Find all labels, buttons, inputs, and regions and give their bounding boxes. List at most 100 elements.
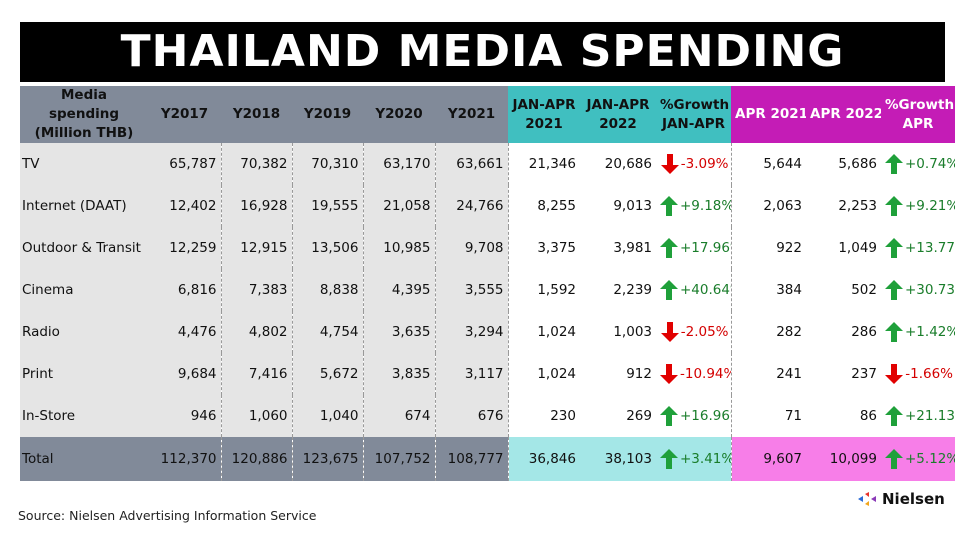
value-cell: 286 — [806, 311, 881, 353]
value-cell: 16,928 — [221, 185, 293, 227]
arrow-up-icon — [885, 322, 903, 342]
value-cell: 108,777 — [435, 437, 509, 481]
value-cell: 502 — [806, 269, 881, 311]
header-row: Media spending (Million THB) Y2017 Y2018… — [20, 86, 955, 143]
header-jan-apr-2022: JAN-APR 2022 — [580, 86, 656, 143]
value-cell: 63,661 — [435, 143, 509, 185]
growth-value: +17.96% — [680, 240, 730, 256]
value-cell: 10,985 — [363, 227, 436, 269]
growth-value: -3.09% — [680, 156, 729, 172]
table-row: Radio 4,476 4,802 4,754 3,635 3,294 1,024 1,003… — [20, 311, 955, 353]
growth-value: +21.13% — [905, 408, 955, 424]
media-name-cell: Radio — [20, 311, 148, 353]
arrow-up-icon — [660, 280, 678, 300]
value-cell: 1,592 — [508, 269, 580, 311]
value-cell: 9,708 — [435, 227, 509, 269]
value-cell: 1,024 — [508, 311, 580, 353]
value-cell: 282 — [731, 311, 806, 353]
growth-value: +9.21% — [905, 198, 955, 214]
arrow-down-icon — [660, 364, 678, 384]
arrow-up-icon — [885, 280, 903, 300]
value-cell: 3,981 — [580, 227, 656, 269]
arrow-up-icon — [660, 406, 678, 426]
value-cell: 10,099 — [806, 437, 881, 481]
value-cell: 5,672 — [292, 353, 364, 395]
value-cell: 4,802 — [221, 311, 293, 353]
value-cell: 120,886 — [221, 437, 293, 481]
value-cell: 112,370 — [148, 437, 222, 481]
header-y2020: Y2020 — [363, 86, 435, 143]
arrow-up-icon — [885, 154, 903, 174]
value-cell: 9,684 — [148, 353, 222, 395]
value-cell: 2,253 — [806, 185, 881, 227]
value-cell: 5,686 — [806, 143, 881, 185]
growth-jan-apr-cell: +9.18% — [656, 185, 732, 227]
value-cell: 13,506 — [292, 227, 364, 269]
value-cell: 65,787 — [148, 143, 222, 185]
media-name-cell: Total — [20, 437, 148, 481]
growth-value: +9.18% — [680, 198, 731, 214]
value-cell: 3,117 — [435, 353, 509, 395]
value-cell: 70,310 — [292, 143, 364, 185]
growth-jan-apr-cell: +16.96% — [656, 395, 732, 437]
value-cell: 8,255 — [508, 185, 580, 227]
growth-value: +40.64% — [680, 282, 730, 298]
value-cell: 86 — [806, 395, 881, 437]
growth-apr-cell: +30.73% — [881, 269, 955, 311]
value-cell: 19,555 — [292, 185, 364, 227]
header-media-spending: Media spending (Million THB) — [20, 86, 148, 143]
arrow-up-icon — [885, 449, 903, 469]
value-cell: 3,294 — [435, 311, 509, 353]
value-cell: 2,063 — [731, 185, 806, 227]
growth-value: +0.74% — [905, 156, 955, 172]
value-cell: 1,040 — [292, 395, 364, 437]
media-name-cell: TV — [20, 143, 148, 185]
value-cell: 912 — [580, 353, 656, 395]
table-row: Print 9,684 7,416 5,672 3,835 3,117 1,024 912 -1… — [20, 353, 955, 395]
value-cell: 4,476 — [148, 311, 222, 353]
value-cell: 676 — [435, 395, 509, 437]
media-name-cell: Internet (DAAT) — [20, 185, 148, 227]
value-cell: 1,060 — [221, 395, 293, 437]
value-cell: 922 — [731, 227, 806, 269]
value-cell: 1,024 — [508, 353, 580, 395]
growth-jan-apr-cell: -3.09% — [656, 143, 732, 185]
growth-value: +30.73% — [905, 282, 955, 298]
value-cell: 230 — [508, 395, 580, 437]
table-row: Internet (DAAT) 12,402 16,928 19,555 21,058 2… — [20, 185, 955, 227]
arrow-up-icon — [660, 238, 678, 258]
arrow-up-icon — [885, 406, 903, 426]
growth-value: +13.77% — [905, 240, 955, 256]
media-name-cell: Print — [20, 353, 148, 395]
value-cell: 7,416 — [221, 353, 293, 395]
media-spending-table: Media spending (Million THB) Y2017 Y2018… — [20, 86, 956, 481]
growth-value: +5.12% — [905, 451, 955, 467]
growth-apr-cell: +0.74% — [881, 143, 955, 185]
growth-apr-cell: +5.12% — [881, 437, 955, 481]
growth-value: +3.41% — [680, 451, 731, 467]
nielsen-logo-icon — [858, 492, 876, 506]
value-cell: 20,686 — [580, 143, 656, 185]
nielsen-logo: Nielsen — [856, 490, 945, 508]
media-name-cell: Cinema — [20, 269, 148, 311]
header-apr-2022: APR 2022 — [806, 86, 881, 143]
arrow-up-icon — [660, 449, 678, 469]
value-cell: 1,049 — [806, 227, 881, 269]
growth-apr-cell: +1.42% — [881, 311, 955, 353]
value-cell: 8,838 — [292, 269, 364, 311]
media-name-cell: Outdoor & Transit — [20, 227, 148, 269]
header-y2021: Y2021 — [435, 86, 508, 143]
growth-value: -2.05% — [680, 324, 729, 340]
growth-apr-cell: +9.21% — [881, 185, 955, 227]
arrow-up-icon — [885, 196, 903, 216]
value-cell: 946 — [148, 395, 222, 437]
total-row: Total 112,370 120,886 123,675 107,752 108,777… — [20, 437, 955, 481]
value-cell: 21,058 — [363, 185, 436, 227]
value-cell: 12,259 — [148, 227, 222, 269]
growth-apr-cell: +13.77% — [881, 227, 955, 269]
value-cell: 9,607 — [731, 437, 806, 481]
value-cell: 3,375 — [508, 227, 580, 269]
value-cell: 24,766 — [435, 185, 509, 227]
value-cell: 237 — [806, 353, 881, 395]
